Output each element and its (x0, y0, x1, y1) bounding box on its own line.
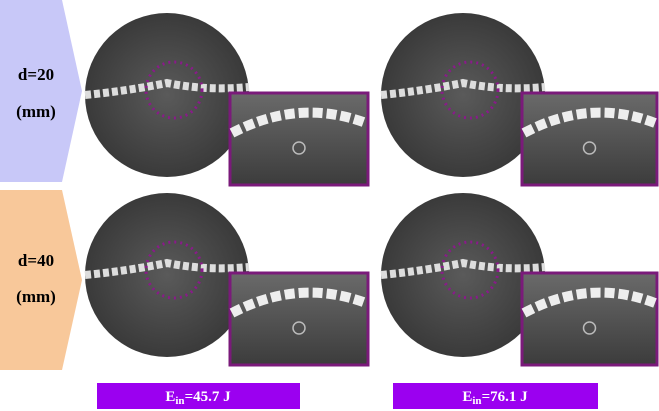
scan-disc (85, 13, 249, 177)
row-arrow (0, 190, 82, 370)
subscript: in (472, 395, 481, 407)
row-label: d=40 (18, 251, 54, 270)
scan-disc (85, 193, 249, 357)
inset (522, 93, 657, 185)
inset (230, 93, 368, 185)
column-label: Ein=76.1 J (462, 389, 528, 407)
row-label: d=20 (18, 65, 54, 84)
scan-disc (381, 13, 545, 177)
scan-disc (381, 193, 545, 357)
symbol: E (165, 389, 175, 405)
row-unit: (mm) (16, 287, 56, 306)
value: =76.1 J (482, 389, 529, 405)
inset (522, 273, 657, 365)
value: =45.7 J (185, 389, 232, 405)
symbol: E (462, 389, 472, 405)
figure: d=20 (mm) d=40 (mm) Ein=45.7 J Ein=76.1 … (0, 0, 659, 411)
column-label: Ein=45.7 J (165, 389, 231, 407)
subscript: in (175, 395, 184, 407)
row-arrow (0, 0, 82, 182)
row-unit: (mm) (16, 102, 56, 121)
inset (230, 273, 368, 365)
